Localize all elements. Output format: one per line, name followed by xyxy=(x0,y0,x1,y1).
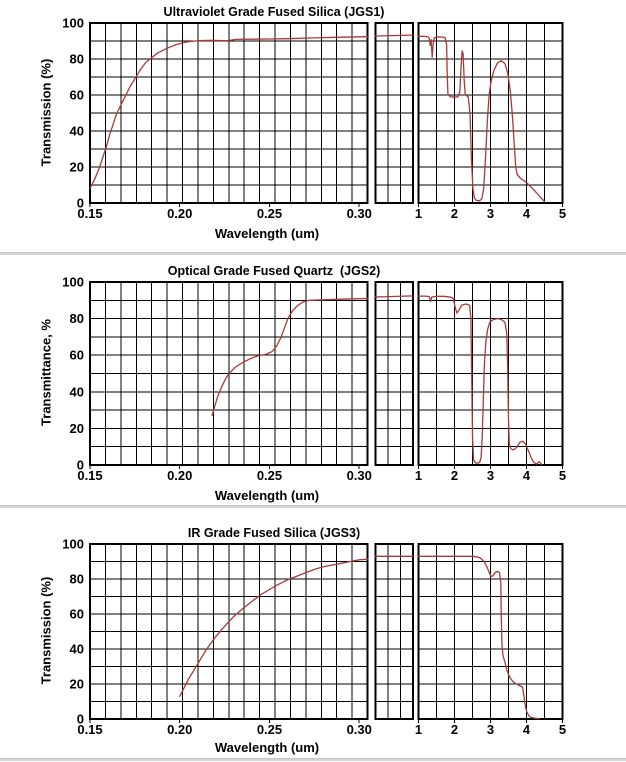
x-tick-label: 1 xyxy=(415,722,422,737)
panel-border xyxy=(417,543,564,720)
x-tick-label: 5 xyxy=(559,206,566,221)
bottom-divider xyxy=(0,758,626,761)
x-tick-label: 0.25 xyxy=(257,206,282,221)
x-tick-label: 0.30 xyxy=(347,722,372,737)
chart-section-jgs1: Ultraviolet Grade Fused Silica (JGS1) Tr… xyxy=(0,0,626,252)
chart-title: Optical Grade Fused Quartz (JGS2) xyxy=(167,264,381,278)
x-tick-label: 4 xyxy=(523,722,531,737)
panel-border xyxy=(417,281,564,466)
panel-border xyxy=(89,281,369,466)
x-axis-label: Wavelength (um) xyxy=(214,226,320,241)
y-tick-label: 80 xyxy=(70,572,84,587)
panel-border xyxy=(417,22,564,204)
x-tick-label: 0.20 xyxy=(167,206,192,221)
panel-border xyxy=(374,22,414,204)
grid xyxy=(89,22,564,207)
chart-section-jgs2: Optical Grade Fused Quartz (JGS2) Transm… xyxy=(0,255,626,505)
x-tick-label: 2 xyxy=(451,206,458,221)
y-tick-label: 20 xyxy=(70,160,84,175)
x-tick-label: 0.30 xyxy=(347,468,372,483)
y-tick-label: 20 xyxy=(70,421,84,436)
transmission-curve xyxy=(89,34,546,203)
transmission-curve xyxy=(211,295,543,466)
x-tick-label: 1 xyxy=(415,206,422,221)
x-tick-label: 3 xyxy=(487,468,494,483)
grid xyxy=(89,543,564,723)
y-tick-label: 60 xyxy=(70,88,84,103)
y-tick-label: 0 xyxy=(77,196,84,211)
y-tick-label: 100 xyxy=(62,275,84,290)
jgs1-transmission-plot: 0 20 40 60 80 100 0.15 0.20 0.25 0.30 1 2 3 4 5 xyxy=(62,16,566,222)
y-tick-label: 80 xyxy=(70,52,84,67)
transmission-curve xyxy=(179,555,540,720)
panel-border xyxy=(374,543,414,720)
y-tick-label: 80 xyxy=(70,311,84,326)
x-tick-label: 0.25 xyxy=(257,722,282,737)
y-tick-label: 0 xyxy=(77,712,84,727)
y-tick-label: 60 xyxy=(70,607,84,622)
panel-border xyxy=(89,543,369,720)
y-tick-label: 40 xyxy=(70,384,84,399)
x-tick-label: 0.15 xyxy=(77,206,102,221)
y-tick-label: 20 xyxy=(70,677,84,692)
x-tick-label: 0.25 xyxy=(257,468,282,483)
x-tick-label: 3 xyxy=(487,206,494,221)
tick-labels: 0 20 40 60 80 100 0.15 0.20 0.25 0.30 1 2 3 4 5 xyxy=(62,16,566,222)
panel-border xyxy=(89,22,369,204)
x-tick-label: 0.20 xyxy=(167,468,192,483)
tick-labels: 0 20 40 60 80 100 0.15 0.20 0.25 0.30 1 2 3 4 5 xyxy=(62,537,566,738)
y-tick-label: 40 xyxy=(70,124,84,139)
x-tick-label: 5 xyxy=(559,722,566,737)
chart-title: IR Grade Fused Silica (JGS3) xyxy=(187,526,361,540)
y-tick-label: 60 xyxy=(70,348,84,363)
section-divider xyxy=(0,505,626,508)
x-tick-label: 0.30 xyxy=(347,206,372,221)
x-tick-label: 0.20 xyxy=(167,722,192,737)
panel-border xyxy=(374,281,414,466)
x-axis-label: Wavelength (um) xyxy=(214,488,320,503)
section-divider xyxy=(0,252,626,255)
chart-section-jgs3: IR Grade Fused Silica (JGS3) Transmissio… xyxy=(0,508,626,759)
x-tick-label: 0.15 xyxy=(77,468,102,483)
grid xyxy=(89,281,564,469)
x-tick-label: 5 xyxy=(559,468,566,483)
x-tick-label: 2 xyxy=(451,468,458,483)
x-tick-label: 4 xyxy=(523,468,531,483)
y-tick-label: 100 xyxy=(62,16,84,31)
y-tick-label: 0 xyxy=(77,458,84,473)
y-tick-label: 100 xyxy=(62,537,84,552)
jgs3-transmission-plot: 0 20 40 60 80 100 0.15 0.20 0.25 0.30 1 2 3 4 5 xyxy=(62,537,566,738)
x-axis-label: Wavelength (um) xyxy=(214,740,320,755)
x-tick-label: 0.15 xyxy=(77,722,102,737)
y-tick-label: 40 xyxy=(70,642,84,657)
tick-labels: 0 20 40 60 80 100 0.15 0.20 0.25 0.30 1 2 3 4 5 xyxy=(62,275,566,484)
x-tick-label: 4 xyxy=(523,206,531,221)
jgs2-transmittance-plot: 0 20 40 60 80 100 0.15 0.20 0.25 0.30 1 2 3 4 5 xyxy=(62,275,566,484)
chart-title: Ultraviolet Grade Fused Silica (JGS1) xyxy=(163,5,385,19)
x-tick-label: 1 xyxy=(415,468,422,483)
x-tick-label: 3 xyxy=(487,722,494,737)
x-tick-label: 2 xyxy=(451,722,458,737)
